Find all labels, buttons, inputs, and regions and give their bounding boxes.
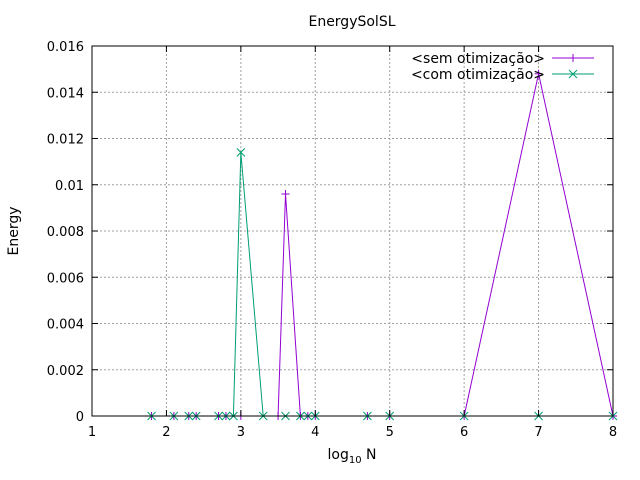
data-point [281, 190, 290, 198]
y-tick-label: 0.016 [47, 40, 84, 55]
data-point [236, 148, 246, 157]
x-tick-label: 5 [386, 425, 394, 440]
y-tick-label: 0 [76, 410, 84, 425]
chart-title: EnergySolSL [308, 14, 395, 30]
legend-label: <com otimização> [411, 67, 545, 83]
legend: <sem otimização><com otimização> [411, 51, 594, 83]
series-line [151, 152, 613, 417]
legend-marker [569, 54, 577, 62]
legend-label: <sem otimização> [411, 51, 545, 67]
x-tick-label: 7 [534, 425, 542, 440]
y-tick-label: 0.004 [47, 318, 84, 333]
y-tick-label: 0.01 [55, 179, 84, 194]
y-axis-label: Energy [6, 206, 22, 255]
series-1 [147, 69, 617, 420]
data-point [534, 69, 543, 78]
x-tick-label: 6 [460, 425, 468, 440]
x-tick-label: 1 [88, 425, 96, 440]
x-tick-label: 8 [609, 425, 617, 440]
y-tick-label: 0.014 [47, 86, 84, 101]
y-tick-label: 0.006 [47, 271, 84, 286]
x-tick-label: 2 [162, 425, 170, 440]
series-layer [147, 69, 618, 421]
y-tick-label: 0.002 [47, 364, 84, 379]
x-tick-label: 4 [311, 425, 319, 440]
y-tick-label: 0.008 [47, 225, 84, 240]
x-axis-label-suffix: N [362, 447, 377, 463]
x-axis-label: log10 N [327, 447, 376, 466]
x-axis-label-sub: 10 [349, 455, 362, 466]
y-tick-label: 0.012 [47, 133, 84, 148]
series-2 [147, 148, 618, 421]
x-tick-label: 3 [237, 425, 245, 440]
series-line [151, 73, 614, 417]
ticks-layer: 1 2 3 4 5 6 7 8 0 0.002 0.004 0.006 0.008 0.01 0.012 0.… [47, 40, 617, 440]
grid-layer [92, 46, 613, 416]
legend-marker [568, 69, 578, 79]
x-axis-label-main: log [327, 447, 348, 463]
